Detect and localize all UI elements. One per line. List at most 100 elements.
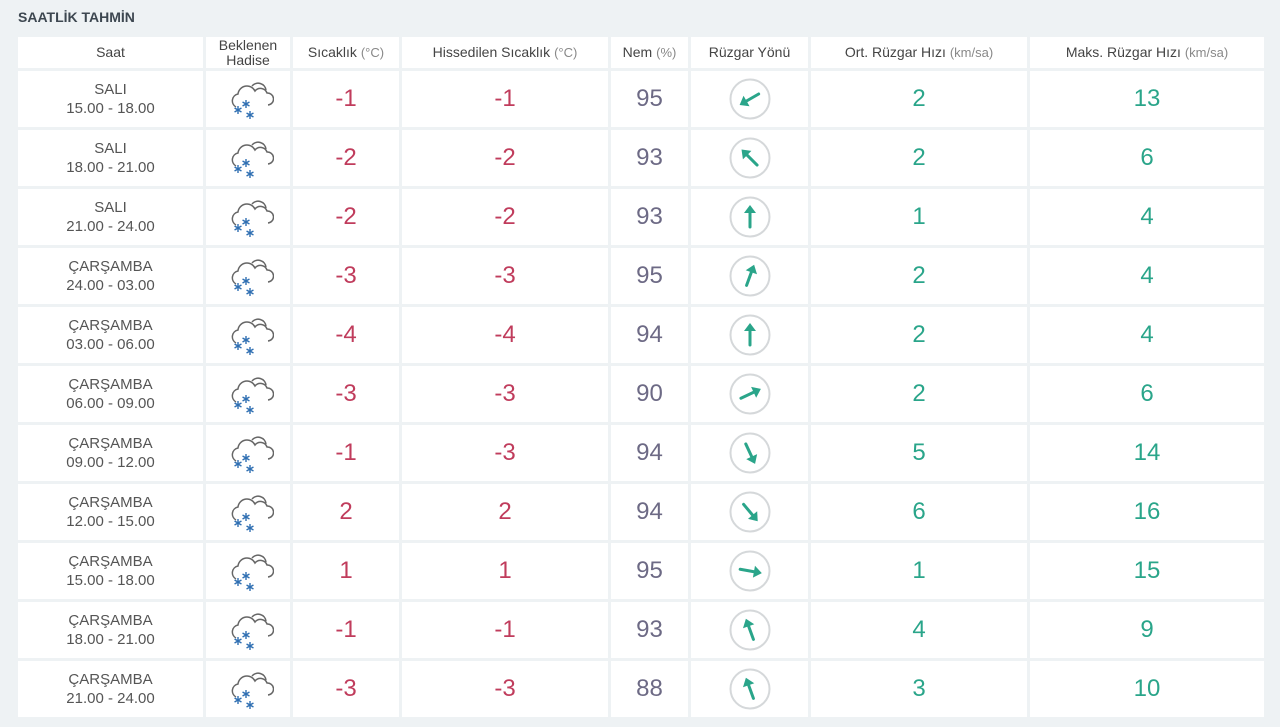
day: ÇARŞAMBA [68,671,153,688]
day: ÇARŞAMBA [68,376,153,393]
time-range: 18.00 - 21.00 [66,159,155,176]
wind-max: 14 [1030,425,1264,481]
humidity: 94 [611,425,688,481]
feels-like: -4 [402,307,608,363]
wind-avg: 2 [811,71,1027,127]
flake-arm [234,225,242,231]
flake-arm [242,101,250,107]
arrow-head [745,264,757,275]
cloud [231,259,274,285]
snowflake [246,111,254,119]
flake-arm [234,166,242,172]
wind-avg: 3 [811,661,1027,717]
arrow-head [743,323,756,331]
snowflake [234,696,242,704]
wind-avg: 1 [811,543,1027,599]
snowflake [242,100,250,108]
weather-cell [206,484,290,540]
header-label: Rüzgar Yönü [708,44,791,60]
flake-arm [242,160,250,166]
wind-direction [729,314,770,356]
day: ÇARŞAMBA [68,435,153,452]
snowflake [246,406,254,414]
time-range: 15.00 - 18.00 [66,100,155,117]
wind-direction [729,78,770,120]
wind-direction [729,668,770,710]
snowflake [242,277,250,285]
flake-arm [234,402,242,408]
header-label: Sıcaklık [307,44,357,60]
wind-direction-cell [691,543,808,599]
snow-icon [231,318,274,355]
day: ÇARŞAMBA [68,494,153,511]
weather-cell [206,189,290,245]
forecast-row: ÇARŞAMBA 09.00 - 12.00 -1 -3 94 5 14 [18,425,1264,481]
snowflake [242,395,250,403]
wind-direction-cell [691,189,808,245]
arrow-head [741,149,751,160]
flake-arm [242,455,250,461]
flake-arm [246,702,254,708]
forecast-table: Saat Beklenen Hadise Sıcaklık (°C) Hissedil… [15,34,1267,720]
day: ÇARŞAMBA [68,258,153,275]
header-row: Saat Beklenen Hadise Sıcaklık (°C) Hissedil… [18,37,1264,68]
day: SALI [94,140,127,157]
wind-max: 4 [1030,248,1264,304]
forecast-row: SALI 21.00 - 24.00 -2 -2 93 1 4 [18,189,1264,245]
snowflake [246,347,254,355]
header-label: Ort. Rüzgar Hızı [844,44,946,60]
weather-cell [206,661,290,717]
header-unit: (°C) [554,45,578,60]
humidity: 93 [611,189,688,245]
time-cell: ÇARŞAMBA 03.00 - 06.00 [18,307,203,363]
wind-direction [729,491,770,533]
time-cell: ÇARŞAMBA 15.00 - 18.00 [18,543,203,599]
weather-cell [206,425,290,481]
time-range: 15.00 - 18.00 [66,572,155,589]
flake-arm [242,573,250,579]
wind-arrow [739,92,760,107]
wind-direction-cell [691,661,808,717]
wind-direction-cell [691,71,808,127]
feels-like: -1 [402,71,608,127]
wind-max: 13 [1030,71,1264,127]
humidity: 95 [611,71,688,127]
time-cell: ÇARŞAMBA 12.00 - 15.00 [18,484,203,540]
snow-icon [231,554,274,591]
cloud [231,436,274,462]
flake-arm [242,691,250,697]
snowflake [246,701,254,709]
time-cell: SALI 15.00 - 18.00 [18,71,203,127]
snowflake [246,642,254,650]
time-cell: ÇARŞAMBA 24.00 - 03.00 [18,248,203,304]
wind-direction-cell [691,248,808,304]
cloud [231,141,274,167]
cloud [231,554,274,580]
wind-direction-cell [691,307,808,363]
header-label: Saat [96,44,125,60]
snowflake [242,513,250,521]
wind-arrow [741,149,759,167]
table-body: SALI 15.00 - 18.00 -1 -1 95 2 13 SALI 18.00 - 21… [18,71,1264,717]
header-label: Maks. Rüzgar Hızı [1065,44,1181,60]
cloud [231,318,274,344]
wind-max: 9 [1030,602,1264,658]
snowflake [242,690,250,698]
feels-like: 1 [402,543,608,599]
flake-arm [234,697,242,703]
forecast-row: SALI 15.00 - 18.00 -1 -1 95 2 13 [18,71,1264,127]
feels-like: -3 [402,425,608,481]
flake-arm [234,520,242,526]
snowflake [242,336,250,344]
snow-icon [231,82,274,119]
wind-direction [729,255,770,297]
feels-like: -2 [402,189,608,245]
flake-arm [234,284,242,290]
flake-arm [234,343,242,349]
wind-direction [729,196,770,238]
flake-arm [242,514,250,520]
arrow-head [742,677,754,688]
flake-arm [246,466,254,472]
wind-arrow [743,442,757,464]
